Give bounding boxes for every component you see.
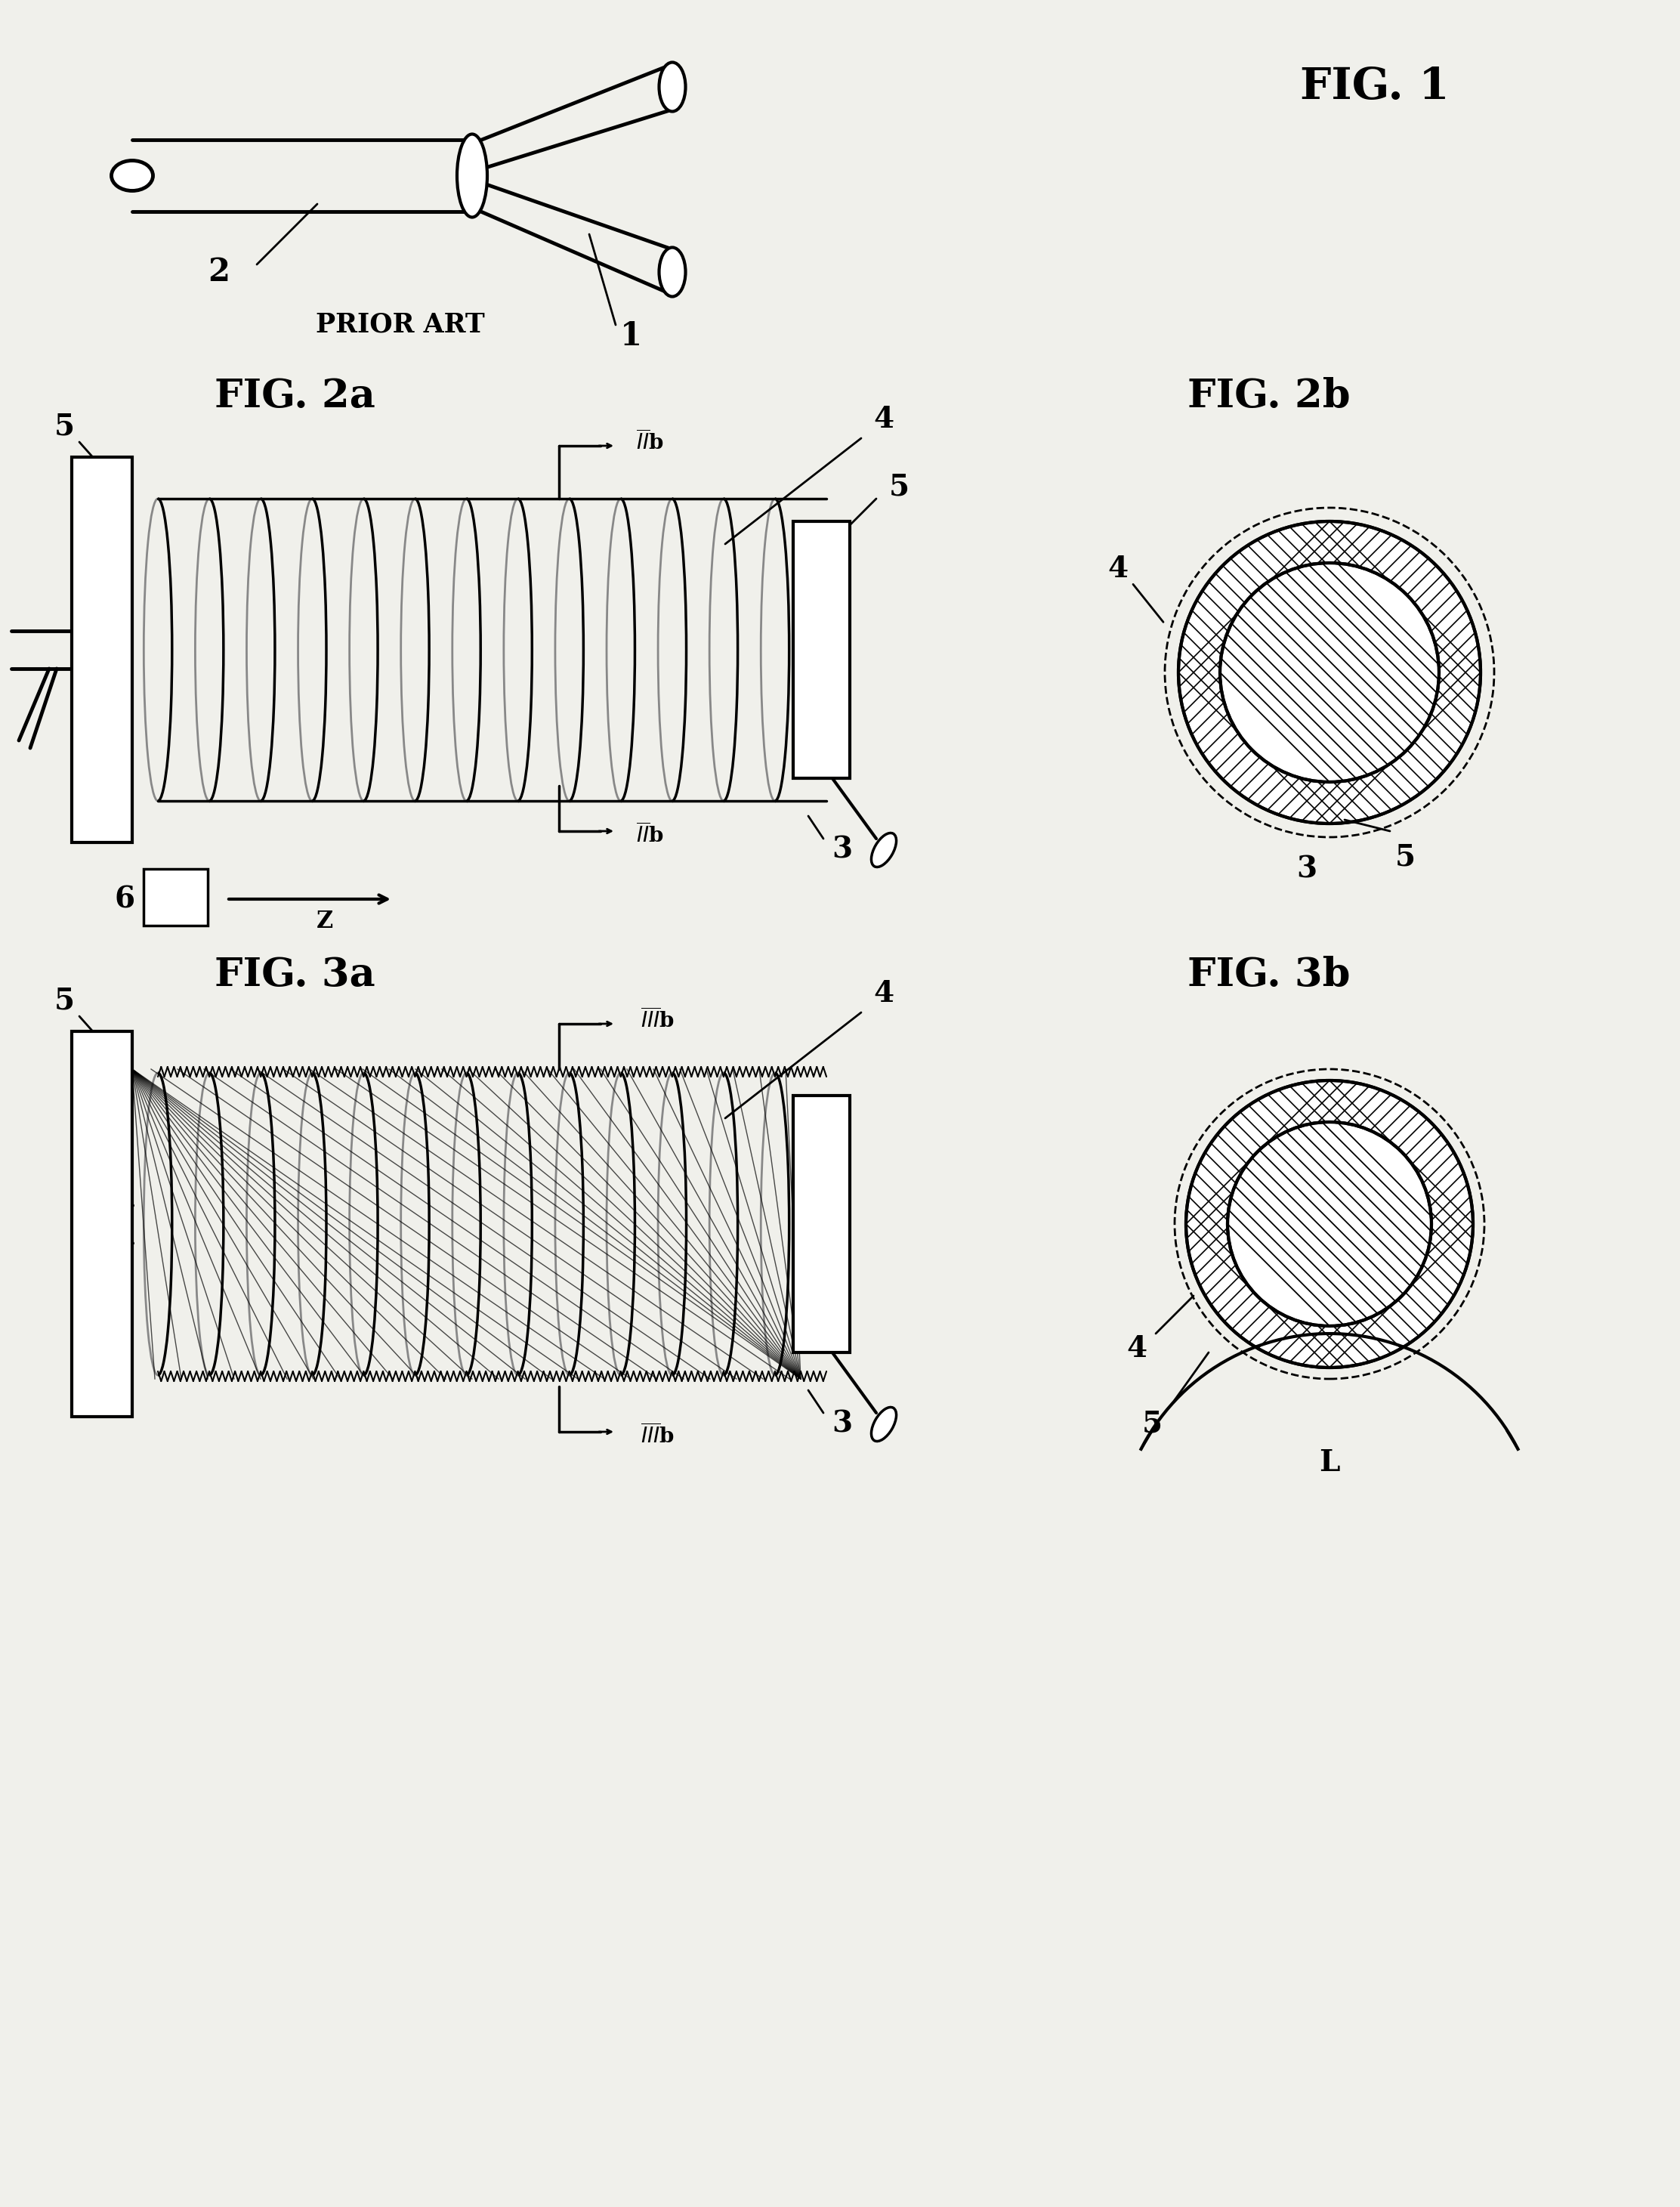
Bar xyxy=(143,870,208,925)
Circle shape xyxy=(1186,1081,1473,1368)
Text: L: L xyxy=(1319,1448,1341,1476)
Bar xyxy=(72,1031,133,1417)
Text: 5: 5 xyxy=(889,472,909,501)
Circle shape xyxy=(1228,1121,1431,1326)
Text: FIG. 2a: FIG. 2a xyxy=(215,377,375,415)
Text: 3: 3 xyxy=(832,836,852,865)
Text: R: R xyxy=(1352,1161,1374,1185)
Ellipse shape xyxy=(872,1408,897,1441)
Text: 4: 4 xyxy=(1107,554,1129,583)
Text: FIG. 3a: FIG. 3a xyxy=(215,956,375,993)
Text: $\overline{II}$b: $\overline{II}$b xyxy=(635,823,664,847)
Text: Z: Z xyxy=(316,909,333,934)
Text: PRIOR ART: PRIOR ART xyxy=(316,311,486,338)
Text: 4: 4 xyxy=(874,980,894,1009)
Text: 6: 6 xyxy=(114,885,134,914)
Text: R: R xyxy=(1352,605,1374,631)
Text: 2: 2 xyxy=(208,256,230,287)
Circle shape xyxy=(1178,521,1480,823)
Ellipse shape xyxy=(872,832,897,867)
Text: 5: 5 xyxy=(54,413,74,441)
Ellipse shape xyxy=(457,135,487,216)
Ellipse shape xyxy=(659,62,685,110)
Text: 3: 3 xyxy=(832,1410,852,1439)
Text: $\overline{III}$b: $\overline{III}$b xyxy=(640,1009,674,1033)
Text: FIG. 3b: FIG. 3b xyxy=(1188,956,1351,993)
Text: $\overline{II}$b: $\overline{II}$b xyxy=(635,430,664,455)
Circle shape xyxy=(1220,563,1440,781)
Text: $\overline{III}$b: $\overline{III}$b xyxy=(640,1424,674,1448)
Text: 5: 5 xyxy=(1394,843,1415,872)
Bar xyxy=(793,1095,850,1353)
Text: 4: 4 xyxy=(1127,1335,1147,1364)
Bar xyxy=(72,457,133,843)
Text: 3: 3 xyxy=(1297,854,1317,883)
Text: 5: 5 xyxy=(1142,1410,1163,1439)
Text: 5: 5 xyxy=(54,987,74,1015)
Bar xyxy=(793,521,850,779)
Text: 4: 4 xyxy=(874,404,894,435)
Ellipse shape xyxy=(111,161,153,190)
Ellipse shape xyxy=(659,247,685,296)
Text: FIG. 2b: FIG. 2b xyxy=(1188,377,1351,415)
Text: FIG. 1: FIG. 1 xyxy=(1300,66,1450,108)
Text: 1: 1 xyxy=(620,320,642,353)
